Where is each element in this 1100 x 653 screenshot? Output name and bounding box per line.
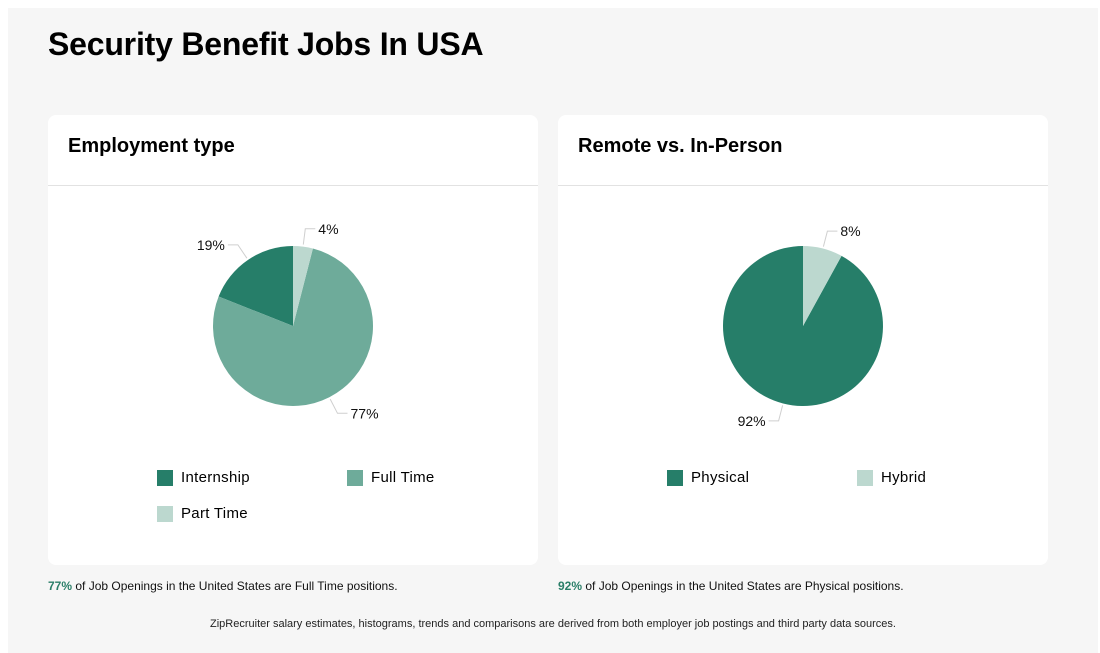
pie-slice-full-time[interactable] xyxy=(213,248,374,406)
pie-data-label-hybrid: 8% xyxy=(840,223,860,239)
employment-type-card: Employment type 19% 77% 4% Internship Full… xyxy=(48,115,538,565)
employment-caption: 77% of Job Openings in the United States… xyxy=(48,579,398,593)
pie-data-label-physical: 92% xyxy=(738,413,766,429)
caption-percentage: 92% xyxy=(558,579,583,593)
card-title: Employment type xyxy=(68,135,235,157)
page-title: Security Benefit Jobs In USA xyxy=(48,26,484,62)
page-panel: Security Benefit Jobs In USA Employment … xyxy=(8,8,1098,653)
remote-vs-in-person-card: Remote vs. In-Person 92% 8% Physical Hybr… xyxy=(558,115,1048,565)
legend-swatch-internship xyxy=(157,469,173,486)
card-title: Remote vs. In-Person xyxy=(578,135,783,157)
legend-item-full-time[interactable]: Full Time xyxy=(347,469,435,486)
legend-label-internship: Internship xyxy=(181,469,250,486)
footer-disclaimer: ZipRecruiter salary estimates, histogram… xyxy=(210,618,896,630)
legend-swatch-hybrid xyxy=(857,469,873,486)
pie-data-label-full-time: 77% xyxy=(351,405,379,421)
card-divider xyxy=(558,185,1048,186)
employment-type-pie-chart: 19% 77% 4% xyxy=(197,221,379,421)
pie-data-label-internship: 19% xyxy=(197,237,225,253)
pie-slice-internship[interactable] xyxy=(218,246,293,326)
legend-item-physical[interactable]: Physical xyxy=(667,469,749,486)
card-divider xyxy=(48,185,538,186)
pie-slice-part-time[interactable] xyxy=(293,246,313,326)
caption-text: of Job Openings in the United States are… xyxy=(72,579,398,593)
pie-slice-hybrid[interactable] xyxy=(803,246,842,326)
label-leader-line xyxy=(768,405,784,422)
label-leader-line xyxy=(822,230,838,247)
pie-slice-physical[interactable] xyxy=(722,246,883,406)
label-leader-line xyxy=(329,398,348,414)
legend-swatch-physical xyxy=(667,469,683,486)
caption-percentage: 77% xyxy=(48,579,73,593)
label-leader-line xyxy=(227,244,248,259)
legend-item-hybrid[interactable]: Hybrid xyxy=(857,469,926,486)
legend-label-part-time: Part Time xyxy=(181,505,248,522)
caption-text: of Job Openings in the United States are… xyxy=(582,579,904,593)
legend-swatch-full-time xyxy=(347,469,363,486)
legend-label-full-time: Full Time xyxy=(371,469,435,486)
pie-data-label-part-time: 4% xyxy=(318,221,338,237)
legend-label-physical: Physical xyxy=(691,469,750,486)
label-leader-line xyxy=(302,228,316,245)
legend-item-part-time[interactable]: Part Time xyxy=(157,505,248,522)
legend-label-hybrid: Hybrid xyxy=(881,469,927,486)
legend-item-internship[interactable]: Internship xyxy=(157,469,250,486)
remote-caption: 92% of Job Openings in the United States… xyxy=(558,579,904,593)
remote-vs-in-person-pie-chart: 92% 8% xyxy=(722,223,883,429)
legend-swatch-part-time xyxy=(157,505,173,522)
